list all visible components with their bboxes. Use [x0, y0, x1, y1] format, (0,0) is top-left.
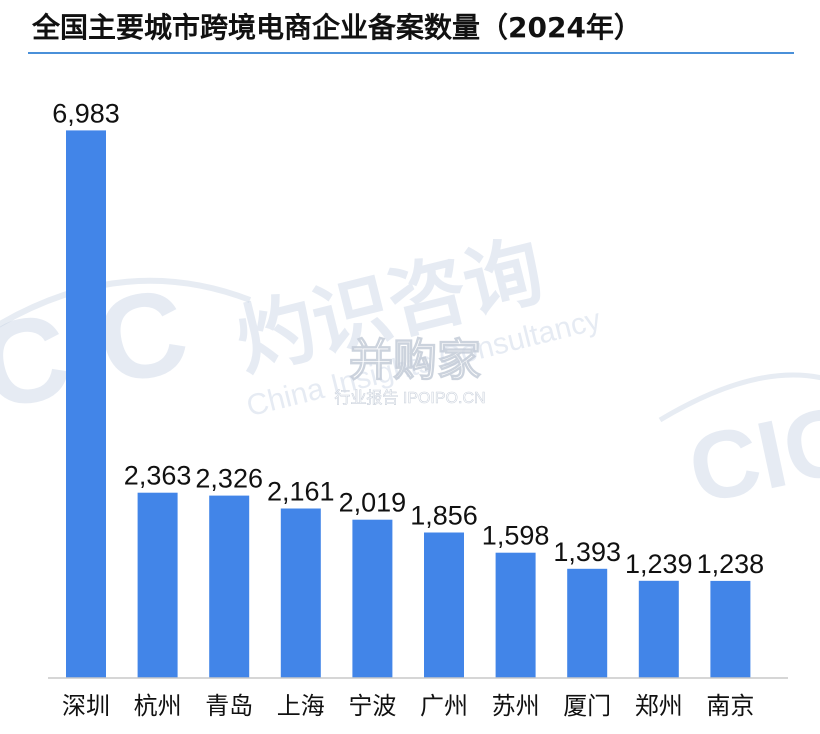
bar-南京: [710, 580, 751, 678]
title-underline: [28, 52, 794, 54]
category-label-深圳: 深圳: [62, 692, 110, 720]
chart-title: 全国主要城市跨境电商企业备案数量（2024年）: [32, 11, 642, 44]
category-label-厦门: 厦门: [563, 692, 611, 720]
value-label-宁波: 2,019: [339, 488, 407, 518]
bar-深圳: [66, 130, 106, 678]
value-label-杭州: 2,363: [124, 461, 192, 491]
category-label-青岛: 青岛: [205, 692, 253, 720]
category-label-南京: 南京: [706, 692, 754, 720]
bar-上海: [280, 508, 321, 678]
watermark-site-cn: 并购家: [349, 335, 481, 386]
value-label-深圳: 6,983: [52, 98, 120, 128]
watermark-swoosh-left: [0, 277, 252, 328]
bar-厦门: [567, 568, 608, 678]
watermark-site-sub: 行业报告 IPOIPO.CN: [334, 389, 485, 407]
bar-苏州: [495, 552, 536, 678]
bar-宁波: [352, 519, 393, 678]
value-label-青岛: 2,326: [195, 464, 263, 494]
category-label-苏州: 苏州: [492, 692, 540, 720]
category-label-杭州: 杭州: [134, 692, 182, 720]
value-label-广州: 1,856: [410, 501, 478, 531]
category-label-上海: 上海: [277, 692, 325, 720]
bar-广州: [424, 532, 464, 678]
category-labels-layer: 深圳 杭州 青岛 上海 宁波 广州 苏州 厦门 郑州 南京: [62, 692, 754, 720]
bars-layer: [66, 130, 751, 678]
bar-郑州: [638, 580, 679, 678]
bar-青岛: [209, 495, 250, 678]
value-label-苏州: 1,598: [482, 521, 550, 551]
bar-杭州: [137, 492, 178, 678]
category-label-广州: 广州: [420, 692, 468, 720]
value-label-郑州: 1,239: [625, 549, 693, 579]
category-label-郑州: 郑州: [635, 692, 683, 720]
watermark-cic-right: CIC: [680, 385, 820, 524]
watermark-swoosh-right: [658, 372, 820, 423]
value-label-南京: 1,238: [697, 549, 765, 579]
category-label-宁波: 宁波: [348, 692, 396, 720]
value-label-厦门: 1,393: [553, 537, 621, 567]
value-label-上海: 2,161: [267, 477, 335, 507]
value-labels-layer: 6,983 2,363 2,326 2,161 2,019 1,8561,5981,393…: [52, 98, 764, 579]
